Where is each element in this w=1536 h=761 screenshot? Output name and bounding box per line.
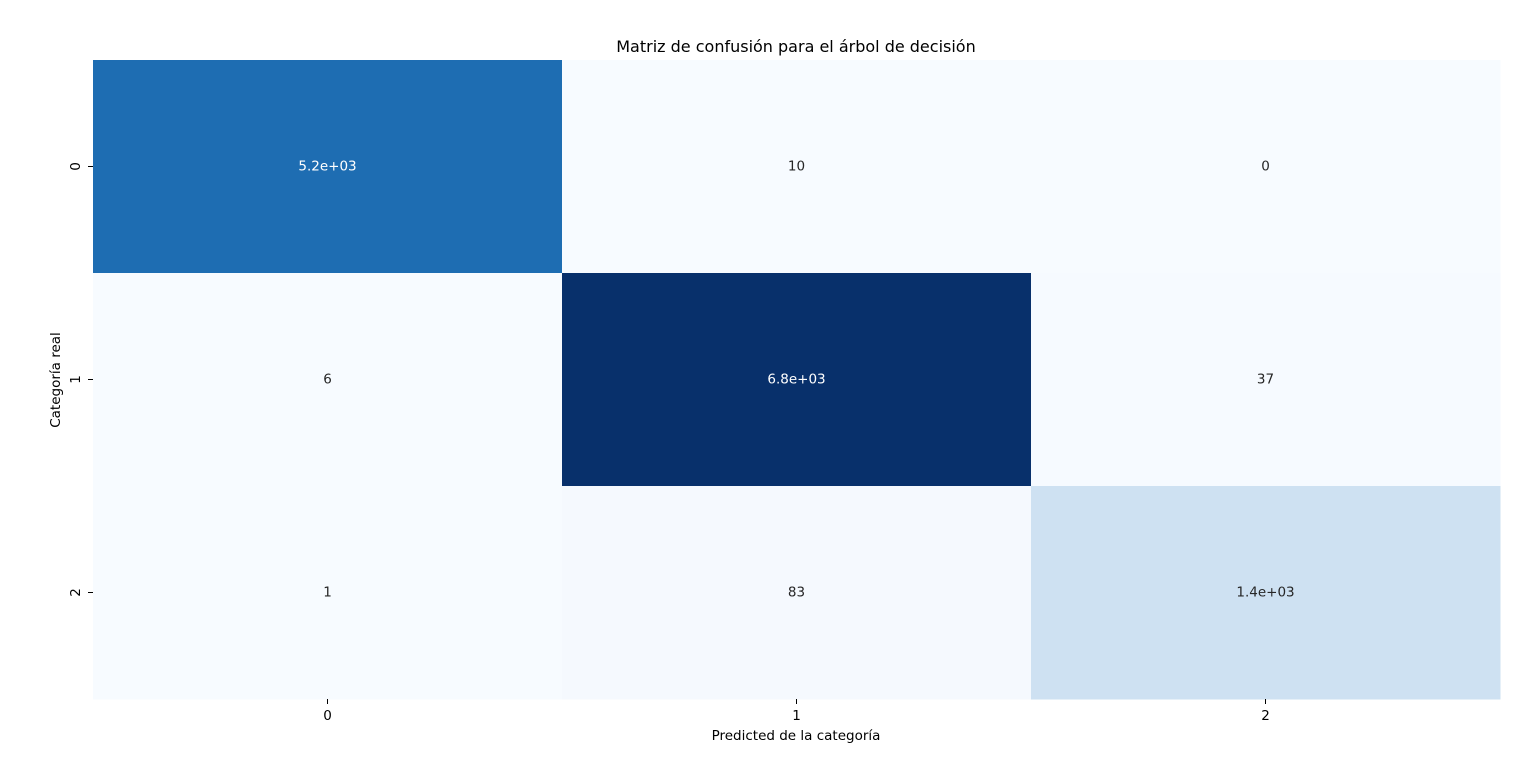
heatmap-cells: 5.2e+03 10 0 6 6.8e+03 37 1 83 1.4e+03	[93, 60, 1501, 700]
x-axis-ticks: 0 1 2	[323, 699, 1270, 724]
heatmap-cell-2-2	[1031, 486, 1501, 700]
heatmap-cell-2-0	[93, 486, 563, 700]
cell-annotation-2-1: 83	[788, 585, 805, 601]
cell-annotation-1-0: 6	[323, 372, 332, 388]
y-axis-label: Categoría real	[48, 332, 64, 428]
cell-annotation-0-0: 5.2e+03	[298, 159, 356, 175]
cell-annotation-0-1: 10	[788, 159, 805, 175]
heatmap-cell-1-0	[93, 273, 563, 487]
x-tick-label-0: 0	[323, 708, 332, 724]
y-tick-label-0: 0	[68, 162, 84, 171]
heatmap-cell-0-0	[93, 60, 563, 274]
y-tick-label-1: 1	[68, 375, 84, 384]
x-axis-label: Predicted de la categoría	[712, 728, 881, 744]
x-tick-label-1: 1	[792, 708, 801, 724]
cell-annotation-1-2: 37	[1257, 372, 1274, 388]
heatmap-cell-1-2	[1031, 273, 1501, 487]
y-tick-label-2: 2	[68, 588, 84, 597]
cell-annotation-2-0: 1	[323, 585, 332, 601]
heatmap-cell-0-2	[1031, 60, 1501, 274]
chart-title: Matriz de confusión para el árbol de dec…	[616, 37, 975, 56]
heatmap-cell-1-1	[562, 273, 1032, 487]
heatmap-cell-0-1	[562, 60, 1032, 274]
y-axis-ticks: 0 1 2	[68, 162, 93, 597]
heatmap-cell-2-1	[562, 486, 1032, 700]
cell-annotation-0-2: 0	[1261, 159, 1270, 175]
cell-annotation-2-2: 1.4e+03	[1236, 585, 1294, 601]
x-tick-label-2: 2	[1261, 708, 1270, 724]
cell-annotation-1-1: 6.8e+03	[767, 372, 825, 388]
